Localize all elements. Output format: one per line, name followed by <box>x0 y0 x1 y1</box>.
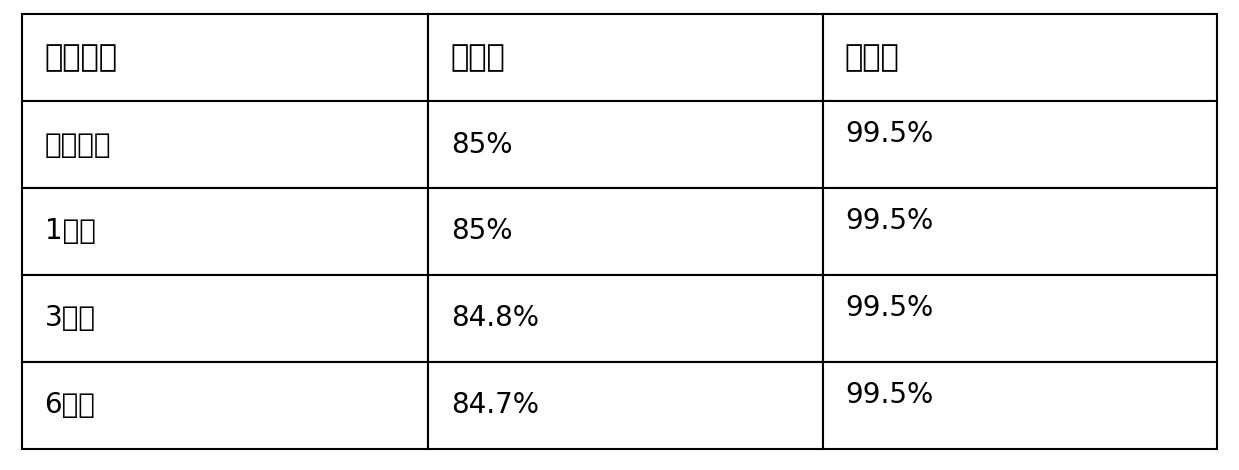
Text: 6个月: 6个月 <box>45 392 95 419</box>
Bar <box>823 275 1217 362</box>
Bar <box>22 362 429 449</box>
Text: 84.8%: 84.8% <box>451 305 539 332</box>
Bar <box>823 362 1217 449</box>
Bar <box>22 275 429 362</box>
Text: 99.5%: 99.5% <box>845 120 933 148</box>
Text: 1个月: 1个月 <box>45 218 95 245</box>
Text: 选择性: 选择性 <box>845 43 900 72</box>
Text: 85%: 85% <box>451 218 512 245</box>
Bar <box>22 14 429 101</box>
Text: 85%: 85% <box>451 131 512 158</box>
Bar <box>429 188 823 275</box>
Bar <box>22 188 429 275</box>
Text: 84.7%: 84.7% <box>451 392 539 419</box>
Bar <box>429 275 823 362</box>
Text: 转化率: 转化率 <box>451 43 506 72</box>
Bar <box>823 188 1217 275</box>
Text: 反应时间: 反应时间 <box>45 43 118 72</box>
Bar <box>429 101 823 188</box>
Bar <box>22 101 429 188</box>
Bar <box>823 14 1217 101</box>
Text: 99.5%: 99.5% <box>845 381 933 409</box>
Text: 反应开始: 反应开始 <box>45 131 112 158</box>
Bar <box>823 101 1217 188</box>
Text: 99.5%: 99.5% <box>845 294 933 322</box>
Text: 3个月: 3个月 <box>45 305 95 332</box>
Bar <box>429 362 823 449</box>
Bar <box>429 14 823 101</box>
Text: 99.5%: 99.5% <box>845 207 933 235</box>
